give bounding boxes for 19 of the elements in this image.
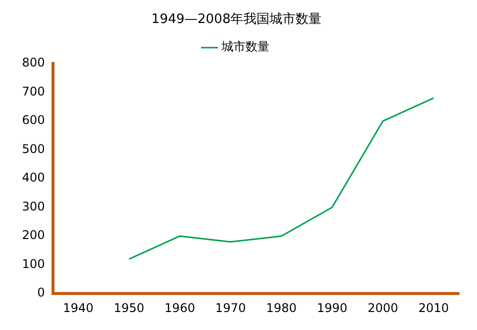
x-tick-label: 1990: [316, 300, 348, 315]
x-tick-label: 2010: [418, 300, 449, 315]
x-tick-label: 2000: [368, 300, 398, 315]
y-tick-label: 400: [22, 170, 45, 185]
y-tick-label: 600: [22, 113, 45, 128]
y-tick-label: 700: [22, 84, 45, 98]
y-tick-label: 300: [22, 199, 45, 214]
x-tick-label: 1980: [266, 300, 297, 315]
x-tick-label: 1950: [114, 300, 144, 315]
y-tick-label: 200: [22, 228, 45, 242]
y-tick-label: 500: [22, 142, 45, 156]
y-tick-label: 0: [37, 286, 45, 300]
x-tick-label: 1970: [215, 300, 246, 315]
y-tick-label: 100: [22, 256, 45, 271]
x-tick-label: 1940: [63, 300, 94, 315]
x-tick-label: 1960: [164, 300, 196, 315]
y-tick-label: 800: [22, 56, 45, 70]
legend-label: 城市数量: [220, 40, 270, 54]
chart-title: 1949—2008年我国城市数量: [151, 12, 322, 28]
